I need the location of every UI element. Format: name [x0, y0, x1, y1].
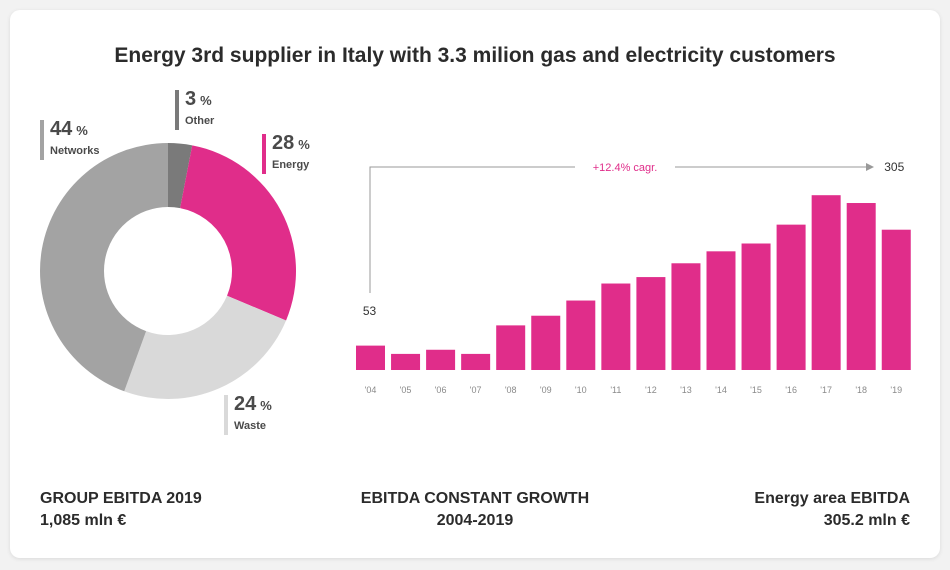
- x-tick-label: '14: [715, 385, 727, 395]
- footer-left-line2: 1,085 mln €: [40, 512, 127, 529]
- first-value-label: 53: [363, 304, 377, 318]
- bar-14: [706, 251, 736, 370]
- footer-energy-ebitda: Energy area EBITDA 305.2 mln €: [610, 488, 910, 532]
- networks-name: Networks: [50, 145, 100, 157]
- cagr-arrowhead: [866, 163, 874, 171]
- bar-12: [636, 277, 666, 370]
- x-tick-label: '10: [575, 385, 587, 395]
- other-pct-unit: %: [200, 93, 212, 108]
- donut-slice-networks: [39, 143, 169, 392]
- bar-11: [601, 283, 631, 370]
- x-tick-label: '13: [680, 385, 692, 395]
- energy-pct-unit: %: [298, 137, 310, 152]
- other-label-bar: [175, 90, 179, 130]
- energy-name: Energy: [272, 159, 310, 171]
- networks-pct-unit: %: [76, 123, 88, 138]
- footer-group-ebitda: GROUP EBITDA 2019 1,085 mln €: [40, 488, 202, 532]
- chart-title: Energy 3rd supplier in Italy with 3.3 mi…: [114, 44, 836, 67]
- energy-pct: 28: [272, 132, 295, 154]
- x-tick-label: '15: [750, 385, 762, 395]
- x-tick-label: '18: [855, 385, 867, 395]
- x-tick-label: '19: [890, 385, 902, 395]
- x-tick-label: '07: [470, 385, 482, 395]
- bar-05: [391, 353, 421, 370]
- footer-center-line2: 2004-2019: [436, 512, 514, 529]
- other-pct: 3: [185, 88, 197, 110]
- cagr-annotation: +12.4% cagr.: [593, 162, 658, 174]
- energy-label: 28% Energy: [262, 132, 310, 174]
- x-tick-label: '17: [820, 385, 832, 395]
- last-value-label: 305: [884, 160, 904, 174]
- x-tick-label: '16: [785, 385, 797, 395]
- bar-08: [496, 325, 526, 370]
- donut-slice-energy: [180, 145, 296, 321]
- x-tick-label: '11: [610, 385, 621, 395]
- bar-13: [671, 263, 701, 370]
- footer-center-line1: EBITDA CONSTANT GROWTH: [360, 490, 590, 507]
- x-tick-label: '09: [540, 385, 552, 395]
- bar-15: [741, 243, 771, 370]
- bar-10: [566, 300, 596, 370]
- bar-19: [881, 229, 911, 370]
- footer-ebitda-growth: EBITDA CONSTANT GROWTH 2004-2019: [325, 488, 625, 532]
- bar-09: [531, 315, 561, 370]
- energy-label-bar: [262, 134, 266, 174]
- x-tick-label: '08: [505, 385, 517, 395]
- donut-slice-other: [168, 143, 193, 209]
- networks-pct: 44: [50, 118, 73, 140]
- bar-16: [776, 224, 806, 370]
- waste-label-bar: [224, 395, 228, 435]
- networks-label: 44% Networks: [40, 118, 100, 160]
- waste-label: 24% Waste: [224, 393, 272, 435]
- x-tick-label: '06: [435, 385, 447, 395]
- footer-left-line1: GROUP EBITDA 2019: [40, 490, 202, 507]
- other-label: 3% Other: [175, 88, 215, 130]
- x-tick-label: '05: [400, 385, 412, 395]
- waste-pct: 24: [234, 393, 257, 415]
- x-tick-label: '04: [365, 385, 377, 395]
- x-tick-label: '12: [645, 385, 657, 395]
- cagr-label-bg: [575, 158, 675, 176]
- donut-slice-waste: [124, 295, 287, 399]
- waste-pct-unit: %: [260, 398, 272, 413]
- other-name: Other: [185, 115, 215, 127]
- footer-right-line1: Energy area EBITDA: [754, 490, 910, 507]
- cagr-bracket-line: [369, 166, 866, 293]
- bar-07: [461, 353, 491, 370]
- bar-06: [426, 349, 456, 370]
- bar-17: [811, 195, 841, 370]
- bar-18: [846, 203, 876, 370]
- networks-label-bar: [40, 120, 44, 160]
- waste-name: Waste: [234, 420, 266, 432]
- footer-right-line2: 305.2 mln €: [823, 512, 910, 529]
- bar-04: [356, 345, 385, 370]
